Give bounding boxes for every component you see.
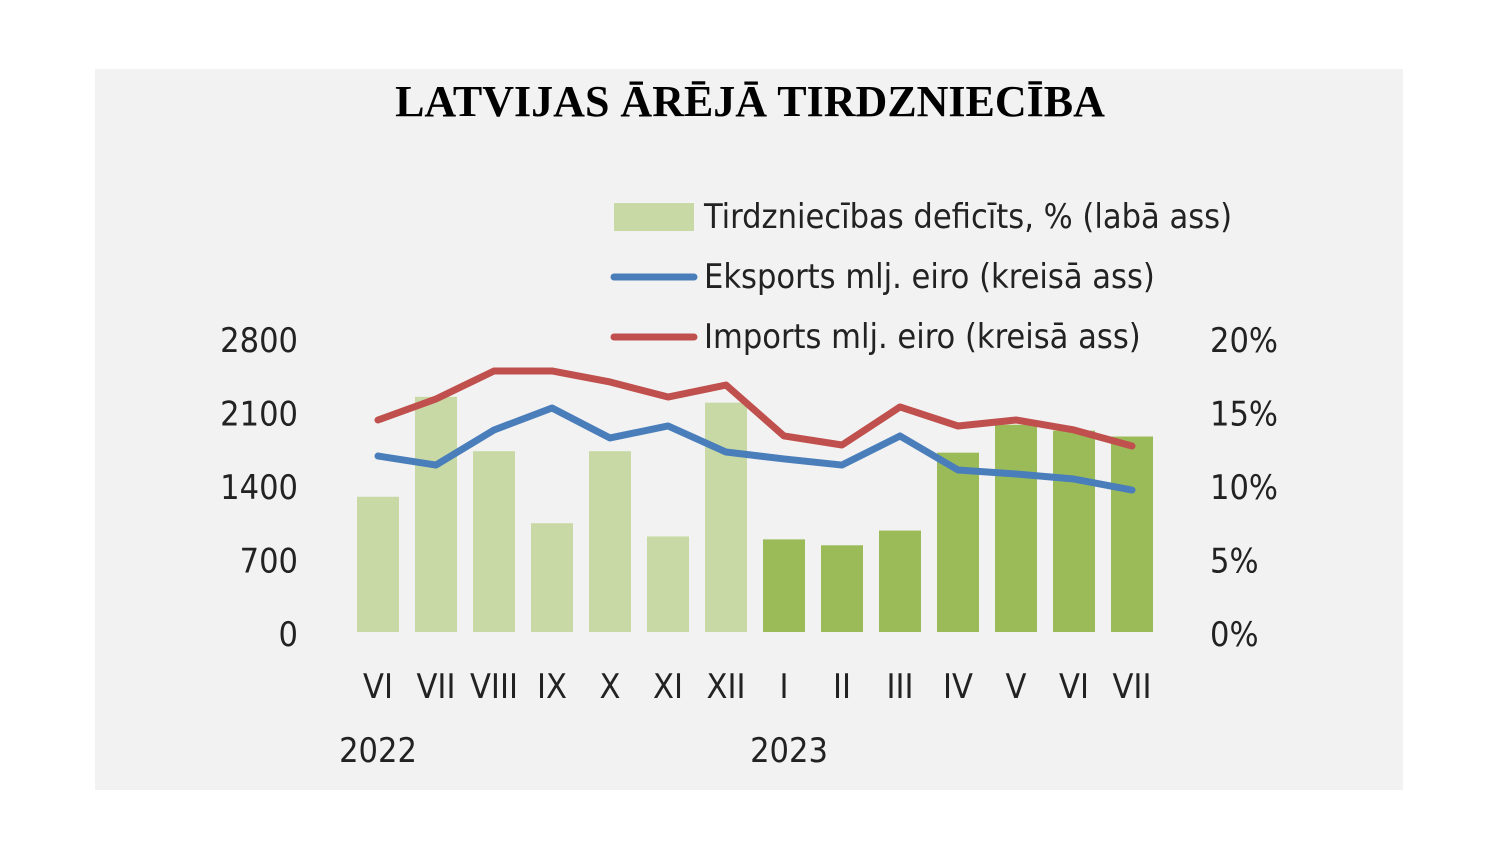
left-tick-label: 2100 <box>220 395 298 435</box>
year-label: 2023 <box>750 731 828 771</box>
left-tick-label: 2800 <box>220 321 298 361</box>
legend-label-deficit: Tirdzniecības deficīts, % (labā ass) <box>703 197 1232 237</box>
x-tick-label: II <box>833 667 851 707</box>
year-label: 2022 <box>339 731 417 771</box>
x-tick-label: XI <box>653 667 683 707</box>
right-tick-label: 0% <box>1210 615 1259 655</box>
legend-label-exports: Eksports mlj. eiro (kreisā ass) <box>704 257 1155 297</box>
deficit-bar <box>879 530 921 632</box>
chart-title: LATVIJAS ĀRĒJĀ TIRDZNIECĪBA <box>395 77 1105 126</box>
x-tick-label: I <box>779 667 788 707</box>
deficit-bar <box>473 451 515 632</box>
left-tick-label: 700 <box>240 542 298 582</box>
legend-label-imports: Imports mlj. eiro (kreisā ass) <box>704 317 1141 357</box>
deficit-bar <box>357 496 399 632</box>
deficit-bar <box>821 545 863 632</box>
imports-line <box>374 367 1136 450</box>
x-tick-label: VI <box>1059 667 1089 707</box>
deficit-bar <box>937 452 979 632</box>
x-tick-label: IX <box>537 667 567 707</box>
deficit-bar <box>705 402 747 632</box>
x-tick-label: XII <box>707 667 746 707</box>
x-tick-label: IV <box>943 667 973 707</box>
x-tick-label: VIII <box>470 667 518 707</box>
right-tick-label: 15% <box>1210 395 1278 435</box>
deficit-bar <box>589 451 631 632</box>
x-tick-label: VII <box>1113 667 1152 707</box>
x-tick-label: III <box>886 667 913 707</box>
deficit-bar <box>1053 430 1095 632</box>
left-tick-label: 0 <box>279 615 298 655</box>
x-tick-label: VI <box>363 667 393 707</box>
deficit-bar <box>531 523 573 632</box>
right-tick-label: 10% <box>1210 468 1278 508</box>
x-tick-label: X <box>600 667 621 707</box>
legend-swatch-deficit <box>614 203 694 231</box>
right-tick-label: 20% <box>1210 321 1278 361</box>
left-tick-label: 1400 <box>220 468 298 508</box>
deficit-bar <box>995 424 1037 632</box>
deficit-bar <box>1111 436 1153 632</box>
deficit-bar <box>647 536 689 632</box>
deficit-bar <box>763 539 805 632</box>
deficit-bar <box>415 396 457 632</box>
chart-panel <box>95 69 1403 790</box>
x-tick-label: V <box>1006 667 1027 707</box>
right-tick-label: 5% <box>1210 542 1259 582</box>
exports-line <box>374 404 1136 494</box>
x-tick-label: VII <box>417 667 456 707</box>
